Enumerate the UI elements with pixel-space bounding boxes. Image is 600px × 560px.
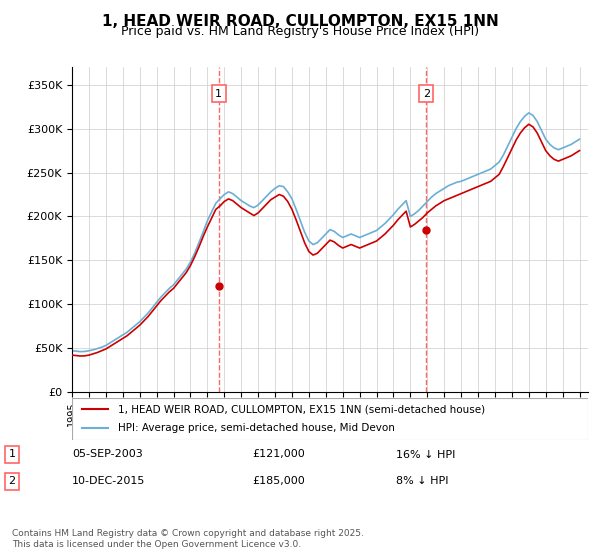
- Text: 2: 2: [8, 477, 16, 487]
- Text: 1, HEAD WEIR ROAD, CULLOMPTON, EX15 1NN (semi-detached house): 1, HEAD WEIR ROAD, CULLOMPTON, EX15 1NN …: [118, 404, 485, 414]
- Text: 8% ↓ HPI: 8% ↓ HPI: [396, 477, 449, 487]
- FancyBboxPatch shape: [72, 398, 588, 440]
- Text: Contains HM Land Registry data © Crown copyright and database right 2025.
This d: Contains HM Land Registry data © Crown c…: [12, 529, 364, 549]
- Text: 05-SEP-2003: 05-SEP-2003: [72, 450, 143, 460]
- Text: £121,000: £121,000: [252, 450, 305, 460]
- Text: 1: 1: [215, 88, 222, 99]
- Text: 2: 2: [423, 88, 430, 99]
- Text: 1, HEAD WEIR ROAD, CULLOMPTON, EX15 1NN: 1, HEAD WEIR ROAD, CULLOMPTON, EX15 1NN: [101, 14, 499, 29]
- Text: 10-DEC-2015: 10-DEC-2015: [72, 477, 145, 487]
- Text: £185,000: £185,000: [252, 477, 305, 487]
- Text: 1: 1: [8, 450, 16, 460]
- Text: 16% ↓ HPI: 16% ↓ HPI: [396, 450, 455, 460]
- Text: HPI: Average price, semi-detached house, Mid Devon: HPI: Average price, semi-detached house,…: [118, 423, 395, 433]
- Text: Price paid vs. HM Land Registry's House Price Index (HPI): Price paid vs. HM Land Registry's House …: [121, 25, 479, 38]
